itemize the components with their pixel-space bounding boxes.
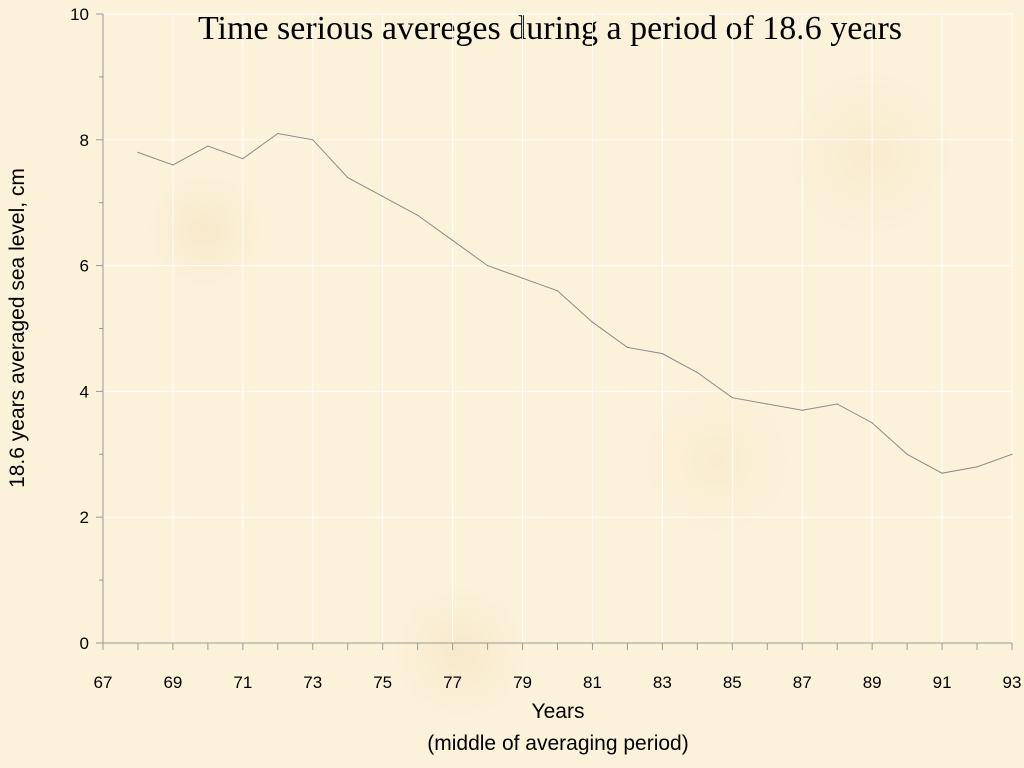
tick-marks: [96, 13, 1013, 650]
data-point: [312, 139, 314, 141]
data-point: [731, 397, 733, 399]
x-axis-title: Years: [532, 700, 585, 723]
data-point: [137, 151, 139, 153]
data-point: [417, 214, 419, 216]
grid-lines: [103, 13, 1013, 643]
data-point: [382, 195, 384, 198]
data-point: [696, 371, 698, 374]
data-point: [941, 472, 943, 474]
data-point: [626, 346, 629, 348]
y-tick-label: 8: [80, 131, 89, 150]
y-tick-label: 10: [70, 5, 89, 24]
x-tick-label: 77: [443, 673, 462, 692]
x-tick-label: 79: [513, 673, 532, 692]
x-tick-label: 81: [583, 673, 602, 692]
y-tick-label: 2: [80, 508, 89, 527]
tick-labels: 0 2 4 6 8 10 67 69 71 73 75 77 79 81 83 85 87 89 91 93: [70, 5, 1021, 692]
data-point: [242, 158, 244, 160]
chart-title: Time serious avereges during a period of…: [197, 10, 903, 47]
x-tick-label: 91: [933, 673, 952, 692]
x-tick-label: 83: [653, 673, 672, 692]
series-line: [137, 132, 1013, 474]
data-point: [556, 290, 559, 292]
data-point: [1011, 453, 1013, 455]
y-tick-label: 4: [80, 382, 89, 401]
data-point: [347, 176, 349, 179]
data-point: [277, 132, 279, 135]
data-point: [906, 453, 908, 455]
x-axis-subtitle: (middle of averaging period): [427, 732, 688, 755]
data-point: [591, 321, 594, 323]
data-point: [661, 353, 663, 355]
data-point: [486, 265, 489, 267]
x-tick-label: 75: [373, 673, 392, 692]
data-point: [976, 466, 978, 468]
data-point: [871, 422, 873, 424]
y-tick-label: 0: [80, 634, 89, 653]
data-point: [801, 409, 803, 411]
data-point: [836, 403, 838, 405]
x-tick-label: 89: [863, 673, 882, 692]
x-tick-label: 67: [94, 673, 113, 692]
x-tick-label: 71: [233, 673, 252, 692]
data-point: [207, 145, 209, 147]
x-tick-label: 73: [303, 673, 322, 692]
data-point: [172, 164, 174, 166]
x-tick-label: 69: [163, 673, 182, 692]
data-point: [521, 277, 524, 279]
x-tick-label: 85: [723, 673, 742, 692]
data-point: [766, 403, 768, 405]
axes: [102, 14, 1012, 644]
y-axis-title: 18.6 years averaged sea level, cm: [6, 168, 29, 488]
y-tick-label: 6: [80, 257, 89, 276]
axis-titles: Years (middle of averaging period) 18.6 …: [6, 168, 689, 755]
x-tick-label: 93: [1003, 673, 1022, 692]
x-tick-label: 87: [793, 673, 812, 692]
data-series: [137, 132, 1013, 474]
data-point: [452, 239, 454, 242]
